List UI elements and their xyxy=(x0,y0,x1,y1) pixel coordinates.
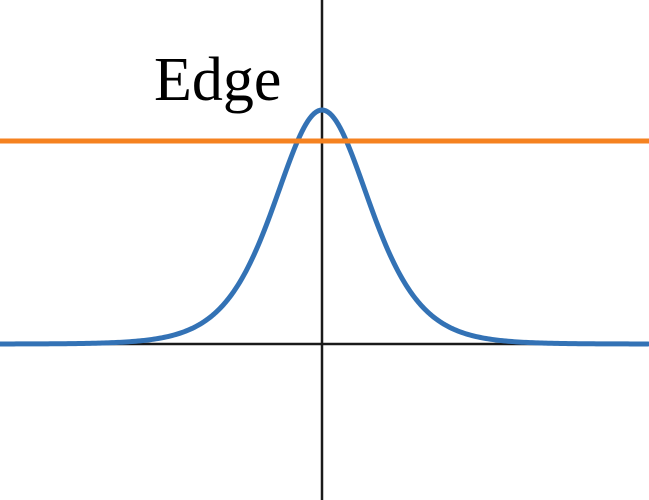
bell-curve xyxy=(0,107,649,347)
edge-label: Edge xyxy=(154,46,281,114)
